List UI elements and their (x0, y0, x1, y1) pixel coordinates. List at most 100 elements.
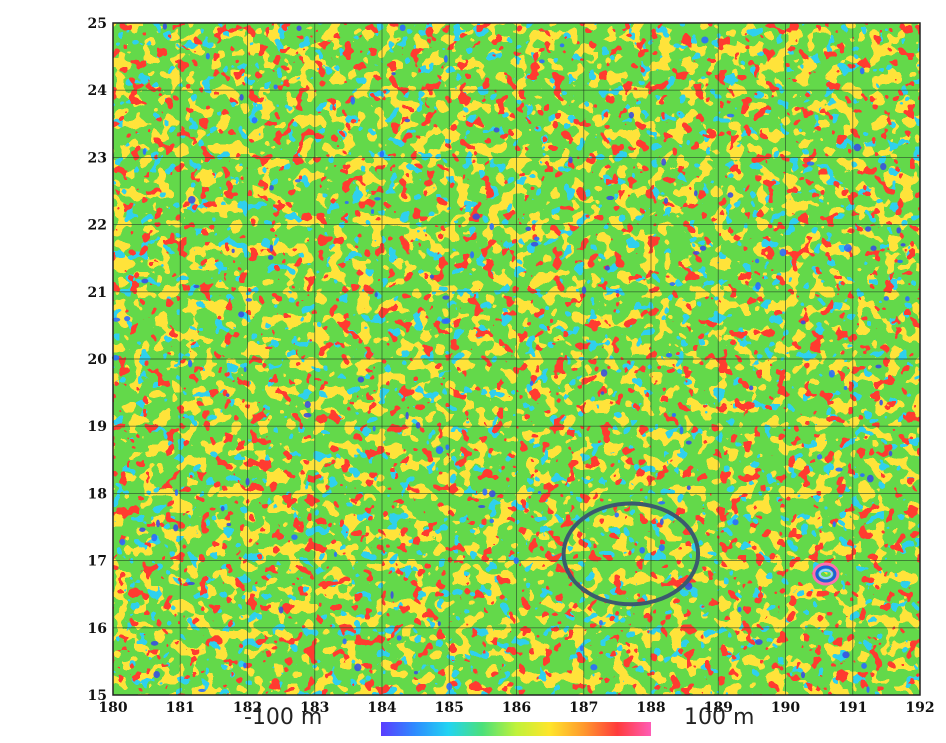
y-tick-label: 25 (88, 16, 107, 32)
y-tick-label: 17 (88, 554, 107, 570)
anomaly-spot (370, 209, 375, 214)
anomaly-spot (472, 213, 480, 220)
anomaly-spot (896, 227, 901, 234)
colorbar (381, 722, 651, 736)
x-tick-label: 180 (98, 700, 127, 716)
anomaly-spot (151, 533, 158, 542)
anomaly-spot (905, 296, 910, 302)
anomaly-spot (489, 518, 495, 524)
circled-feature-ellipse (561, 501, 701, 607)
anomaly-spot (391, 72, 396, 76)
anomaly-spot (390, 591, 394, 599)
anomaly-spot (513, 557, 519, 565)
y-tick-label: 24 (88, 83, 108, 99)
anomaly-spot (755, 282, 761, 290)
anomaly-spot (861, 662, 867, 669)
anomaly-spot (489, 223, 494, 231)
colorbar-max-label: 100 m (684, 705, 755, 730)
anomaly-ring (812, 562, 840, 586)
anomaly-spot (559, 43, 565, 48)
plot-frame (112, 22, 921, 696)
anomaly-spot (435, 446, 444, 455)
anomaly-spot (405, 411, 409, 420)
anomaly-spot (372, 425, 376, 432)
anomaly-spot (156, 519, 160, 528)
anomaly-spot (379, 150, 385, 158)
anomaly-spot (239, 93, 244, 101)
anomaly-spot (842, 651, 850, 659)
anomaly-spot (685, 440, 692, 445)
anomaly-spot (442, 295, 450, 300)
anomaly-spot (639, 546, 645, 554)
y-tick-label: 21 (88, 285, 107, 301)
anomaly-spot (187, 581, 195, 586)
anomaly-spot (443, 318, 451, 324)
anomaly-spot (333, 551, 338, 557)
anomaly-spot (173, 524, 179, 532)
anomaly-spot (568, 156, 573, 164)
anomaly-spot (897, 259, 903, 264)
anomaly-spot (754, 639, 763, 645)
anomaly-spot (269, 244, 274, 252)
anomaly-spot (581, 286, 587, 294)
anomaly-spot (529, 380, 534, 387)
anomaly-spot (888, 450, 893, 457)
anomaly-spot (493, 127, 500, 133)
anomaly-spot (866, 474, 874, 483)
anomaly-spot (843, 244, 852, 252)
anomaly-spot (883, 296, 890, 301)
anomaly-spot (538, 59, 545, 64)
x-tick-label: 188 (636, 700, 665, 716)
anomaly-spot (665, 353, 673, 358)
anomaly-spot (225, 393, 230, 398)
anomaly-spot (269, 184, 274, 191)
anomaly-spot (251, 117, 258, 124)
anomaly-spot (865, 226, 872, 232)
anomaly-spot (488, 490, 496, 498)
anomaly-spot (187, 359, 193, 368)
anomaly-spot (659, 518, 664, 526)
anomaly-spot (614, 512, 619, 518)
anomaly-spot (226, 522, 232, 527)
anomaly-spot (669, 282, 676, 286)
anomaly-spot (604, 265, 610, 271)
anomaly-spot (357, 376, 365, 383)
anomaly-spot (193, 284, 200, 289)
anomaly-spot (606, 195, 615, 201)
anomaly-spot (278, 606, 284, 614)
anomaly-spot (658, 544, 665, 552)
anomaly-spot (139, 527, 146, 532)
anomaly-spot (658, 501, 666, 505)
anomaly-spot (530, 241, 539, 247)
x-tick-label: 182 (233, 700, 262, 716)
anomaly-spot (661, 158, 667, 166)
x-tick-label: 191 (838, 700, 867, 716)
anomaly-spot (429, 274, 435, 279)
y-axis-ticks: 15 16 17 18 19 20 21 22 23 24 25 (88, 16, 108, 704)
anomaly-spot (800, 320, 806, 325)
anomaly-spot (273, 84, 278, 90)
x-tick-label: 184 (367, 700, 396, 716)
x-tick-label: 185 (435, 700, 464, 716)
anomaly-spot (445, 444, 450, 450)
y-tick-label: 15 (88, 688, 107, 704)
anomaly-spot (754, 258, 760, 264)
anomaly-spot (860, 473, 865, 477)
anomaly-spot (699, 245, 707, 251)
anomaly-spot (344, 200, 349, 205)
anomaly-spot (732, 519, 739, 526)
anomaly-spot (533, 236, 540, 242)
anomaly-spot (693, 251, 700, 255)
anomaly-spot (880, 163, 887, 171)
anomaly-spot (267, 255, 274, 260)
y-tick-label: 19 (88, 419, 107, 435)
x-tick-label: 192 (905, 700, 934, 716)
y-tick-label: 23 (88, 150, 107, 166)
anomaly-spot (399, 24, 406, 32)
anomaly-spot (828, 369, 835, 378)
anomaly-spot (470, 251, 475, 259)
anomaly-spot (112, 317, 121, 322)
anomaly-spot (671, 413, 677, 417)
anomaly-spot (303, 412, 312, 418)
